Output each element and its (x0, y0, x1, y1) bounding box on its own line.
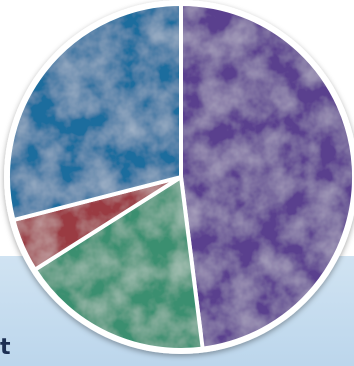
pie-slice-frost-green (32, 175, 205, 353)
partial-heading-text: t (0, 335, 11, 360)
pie-slice-frost-blue (6, 2, 183, 223)
pie-slices (6, 2, 354, 353)
pie-slice-frost-purple (179, 2, 354, 351)
